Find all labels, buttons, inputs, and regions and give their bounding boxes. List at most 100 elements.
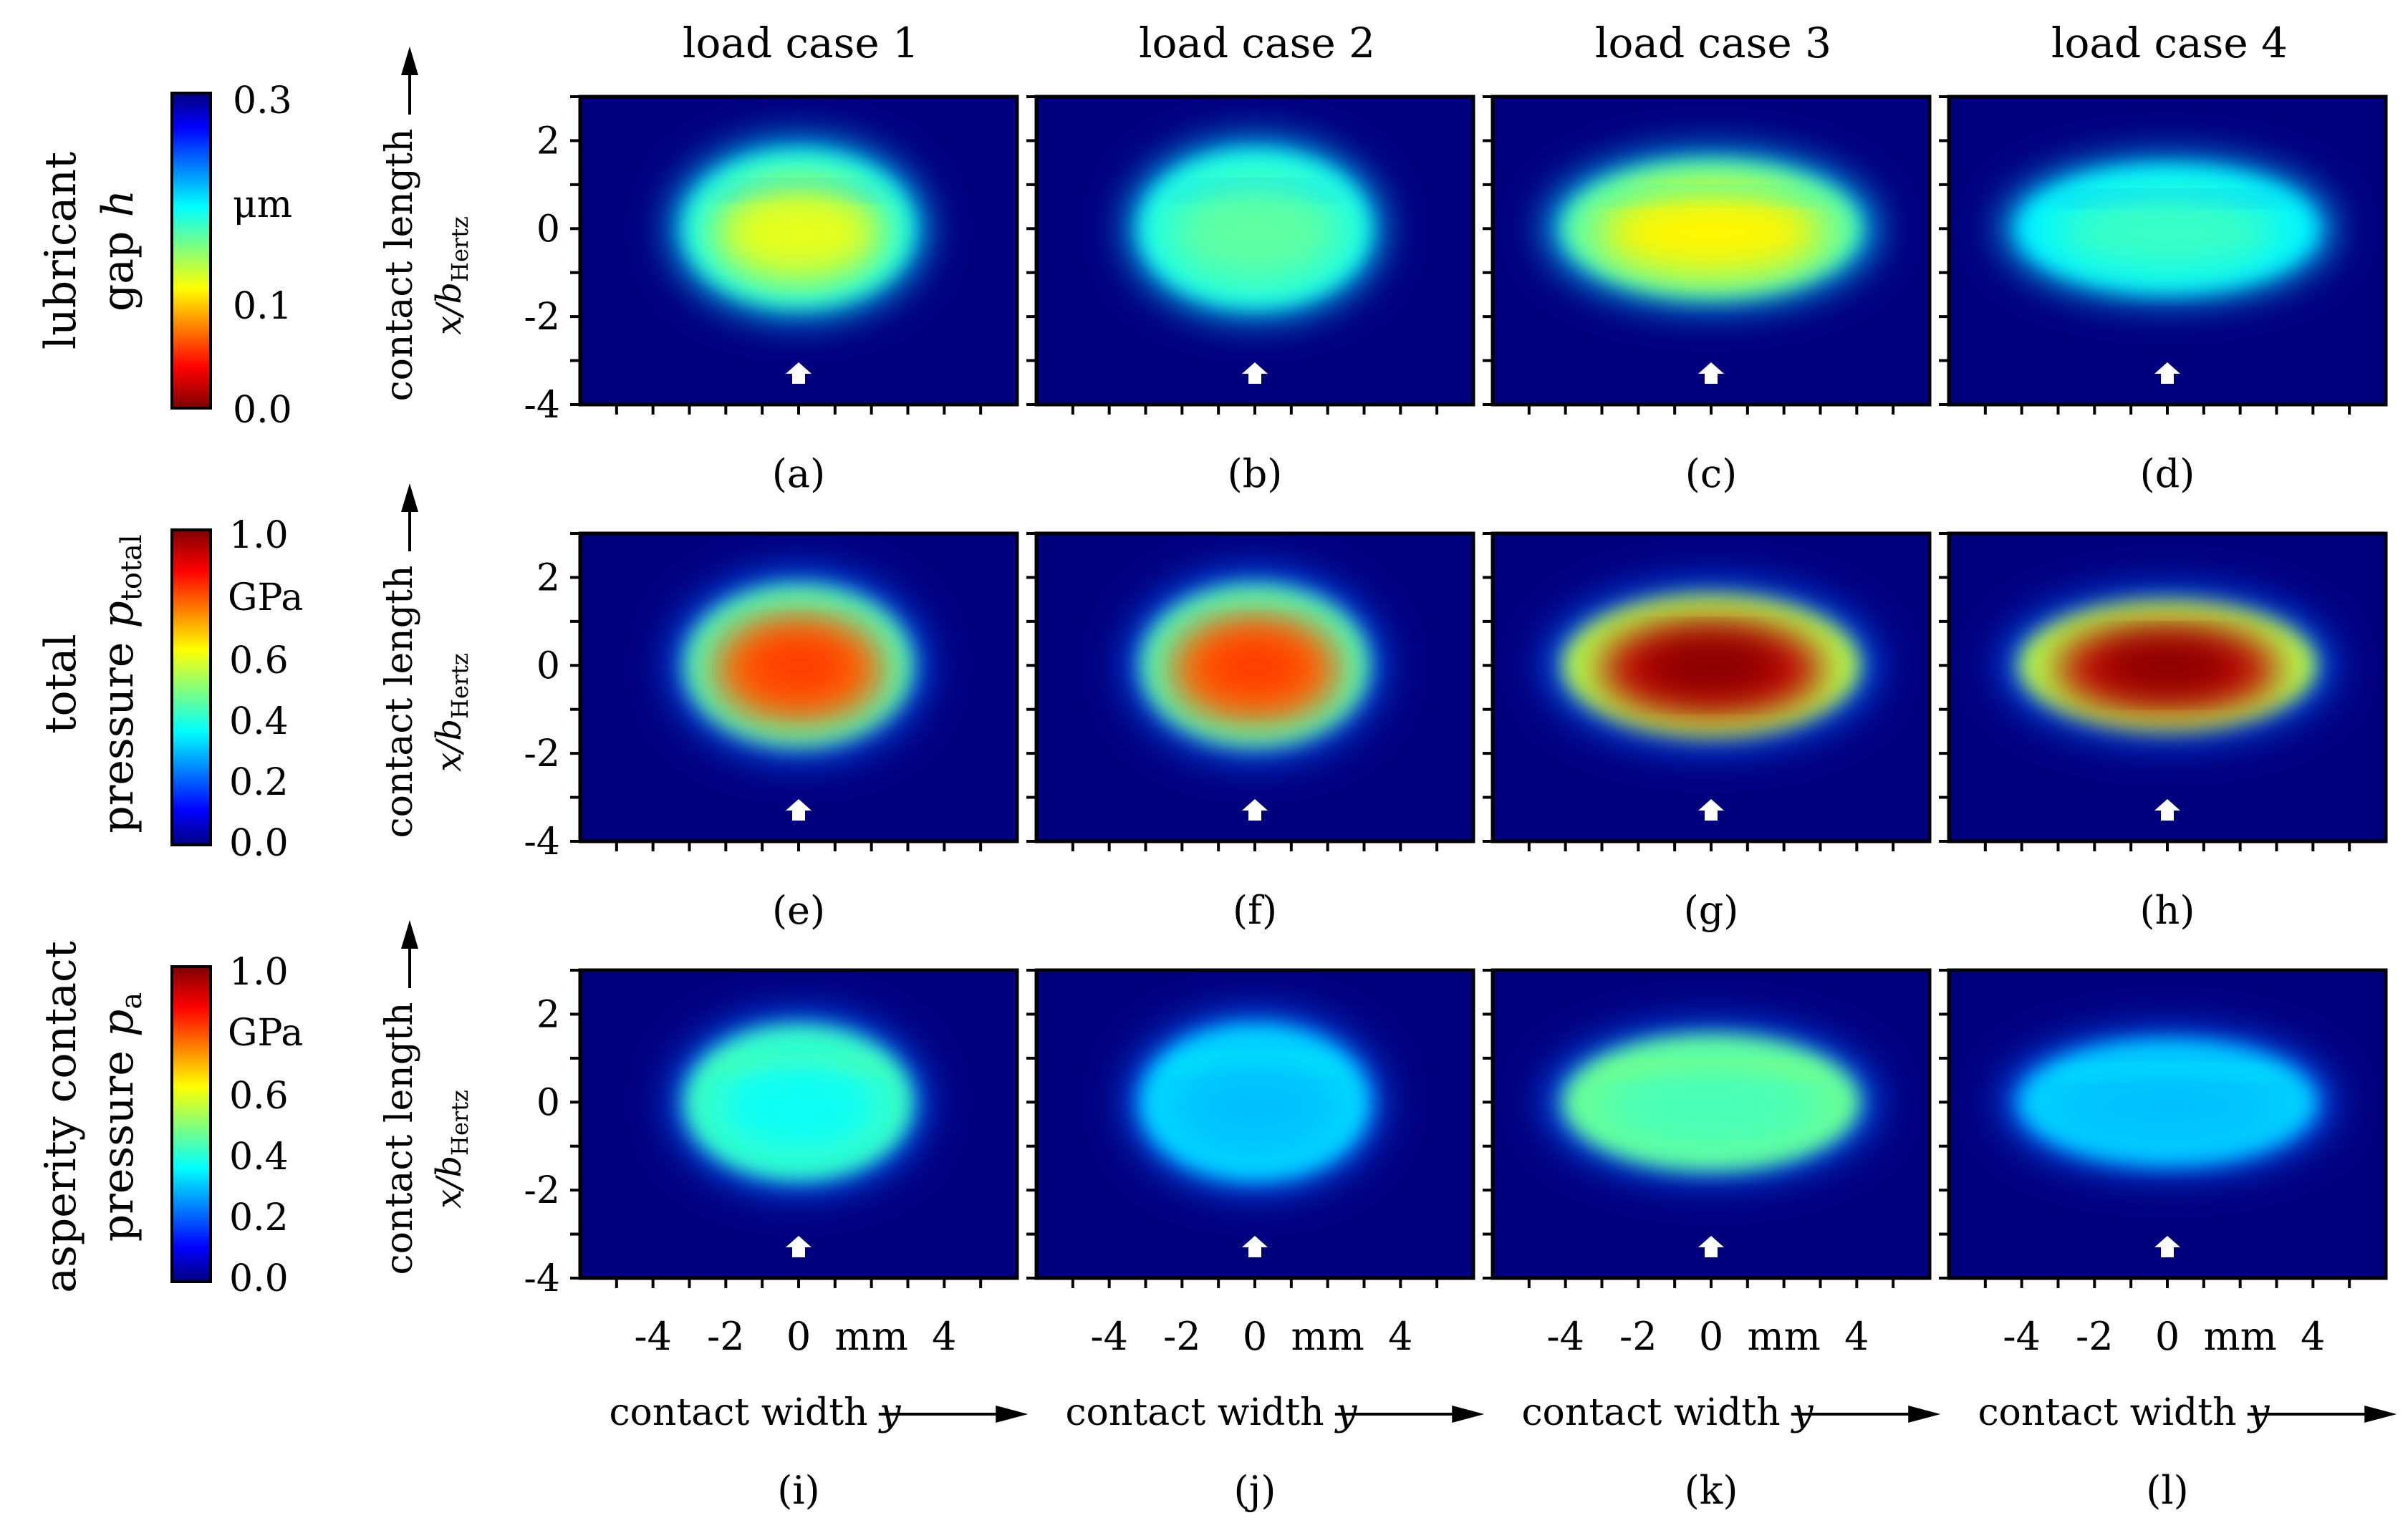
row-title-line2: gap h [93, 190, 143, 311]
inlet-ridge [1600, 1058, 1822, 1080]
y-axis-math: x/bHertz [429, 1090, 473, 1209]
x-axis-arrowhead [996, 1406, 1029, 1423]
x-tick-label: -2 [1619, 1314, 1657, 1359]
panel-label: (h) [2140, 888, 2195, 933]
rolling-direction-arrow [2154, 799, 2180, 821]
colorbar-tick: 1.0 [229, 514, 289, 557]
panel-label: (c) [1685, 451, 1737, 496]
contact-core [712, 180, 885, 285]
x-tick-label: mm [1291, 1314, 1364, 1359]
colorbar-tick: 0.0 [233, 389, 292, 432]
x-tick-label: -2 [2076, 1314, 2114, 1359]
contact-core [712, 1054, 885, 1159]
column-header: load case 4 [2051, 19, 2288, 67]
x-tick-label: 0 [2155, 1314, 2180, 1359]
x-axis-title: contact width y [609, 1391, 901, 1434]
rolling-direction-arrow [2154, 362, 2180, 384]
colorbar-tick: 0.6 [229, 639, 289, 682]
y-axis-arrowhead [401, 920, 418, 949]
colorbar-total-pressure: 1.0 GPa 0.6 0.4 0.2 0.0 [170, 514, 303, 865]
panel-label: (a) [772, 451, 825, 496]
panel-label: (i) [777, 1468, 819, 1513]
pressure-peak [1200, 634, 1309, 697]
panel-labels: (a) (b) (c) (d) (e) (f) (g) (h) (i) (j) (k) (l) [772, 451, 2195, 1513]
row-title-line2: pressure ptotal [93, 534, 148, 833]
column-headers: load case 1 load case 2 load case 3 load… [683, 19, 2288, 67]
y-tick-label: -2 [524, 296, 560, 339]
panel-label: (g) [1684, 888, 1739, 933]
colorbar-tick: 0.0 [229, 822, 289, 865]
panel-label: (j) [1234, 1468, 1276, 1513]
x-tick-label: -2 [707, 1314, 745, 1359]
panel-label: (f) [1233, 888, 1277, 933]
y-tick-label: 0 [536, 1081, 560, 1124]
colorbar-asperity-bar [170, 965, 212, 1283]
rolling-direction-arrow [786, 362, 812, 384]
y-tick-label: -2 [524, 732, 560, 775]
heatmap-panel-k [1483, 968, 1932, 1288]
y-tick-label: 0 [536, 208, 560, 251]
rolling-direction-arrow [1698, 1236, 1724, 1257]
rolling-direction-arrow [1242, 1236, 1268, 1257]
x-tick-label: -4 [2003, 1314, 2041, 1359]
y-axis-arrowhead [401, 483, 418, 512]
x-axis-title: contact width y [1065, 1391, 1357, 1434]
colorbar-total-bar [170, 528, 212, 846]
contact-core [2054, 190, 2281, 274]
row-title-line1: lubricant [36, 152, 86, 349]
y-axis-math: x/bHertz [429, 216, 473, 335]
rolling-direction-arrow [786, 799, 812, 821]
x-axis-title: contact width y [1521, 1391, 1814, 1434]
row-title-total-pressure: total pressure ptotal [36, 534, 148, 833]
colorbar-tick: 0.3 [233, 79, 292, 122]
inlet-ridge [1169, 179, 1341, 203]
heatmap-panel-l [1939, 968, 2388, 1288]
rolling-direction-arrow [786, 1236, 812, 1257]
row-title-line2: pressure pa [93, 992, 148, 1242]
column-header: load case 2 [1139, 19, 1375, 67]
pressure-peak [1640, 638, 1782, 692]
panels [570, 95, 2388, 1288]
x-axis-labels: -4 -2 0 mm 4 contact width y -4 -2 0 mm 4 contact w… [609, 1314, 2397, 1434]
x-tick-label: 4 [2301, 1314, 2325, 1359]
colorbar-unit: μm [233, 183, 292, 226]
panel-label: (e) [772, 888, 825, 933]
row-title-line1: total [36, 634, 86, 733]
column-header: load case 3 [1595, 19, 1831, 67]
panel-label: (l) [2146, 1468, 2188, 1513]
contact-core [2054, 1064, 2281, 1147]
x-tick-label: -4 [634, 1314, 672, 1359]
x-axis-arrowhead [2364, 1406, 2397, 1423]
rolling-direction-arrow [1698, 799, 1724, 821]
inlet-ridge [1600, 185, 1822, 207]
colorbar-tick: 0.1 [233, 285, 292, 328]
colorbar-unit: GPa [228, 1012, 303, 1055]
row-title-line1: asperity contact [36, 941, 86, 1292]
rolling-direction-arrow [1698, 362, 1724, 384]
colorbar-tick: 0.6 [229, 1075, 289, 1118]
rolling-direction-arrow [1242, 799, 1268, 821]
panel-label: (d) [2140, 451, 2195, 496]
heatmap-panel-c [1483, 95, 1932, 415]
contact-core [1598, 187, 1824, 278]
y-tick-label: 0 [536, 644, 560, 687]
colorbar-unit: GPa [228, 576, 303, 619]
contact-core [1598, 1060, 1824, 1151]
heatmap-panel-i [570, 968, 1019, 1288]
colorbar-tick: 1.0 [229, 951, 289, 994]
pressure-peak [744, 634, 853, 697]
heatmap-panel-g [1483, 531, 1932, 851]
inlet-ridge [2056, 1062, 2278, 1083]
y-axis-title: contact length [378, 566, 421, 838]
rolling-direction-arrow [1242, 362, 1268, 384]
y-tick-label: 2 [536, 556, 560, 599]
colorbar-tick: 0.0 [229, 1257, 289, 1300]
contact-core [1168, 1054, 1342, 1159]
heatmap-panel-b [1026, 95, 1475, 415]
inlet-ridge [713, 1053, 885, 1077]
x-tick-label: 4 [1844, 1314, 1869, 1359]
colorbar-gap: 0.3 μm 0.1 0.0 [170, 79, 292, 432]
x-tick-label: 0 [1699, 1314, 1723, 1359]
panel-label: (k) [1685, 1468, 1738, 1513]
